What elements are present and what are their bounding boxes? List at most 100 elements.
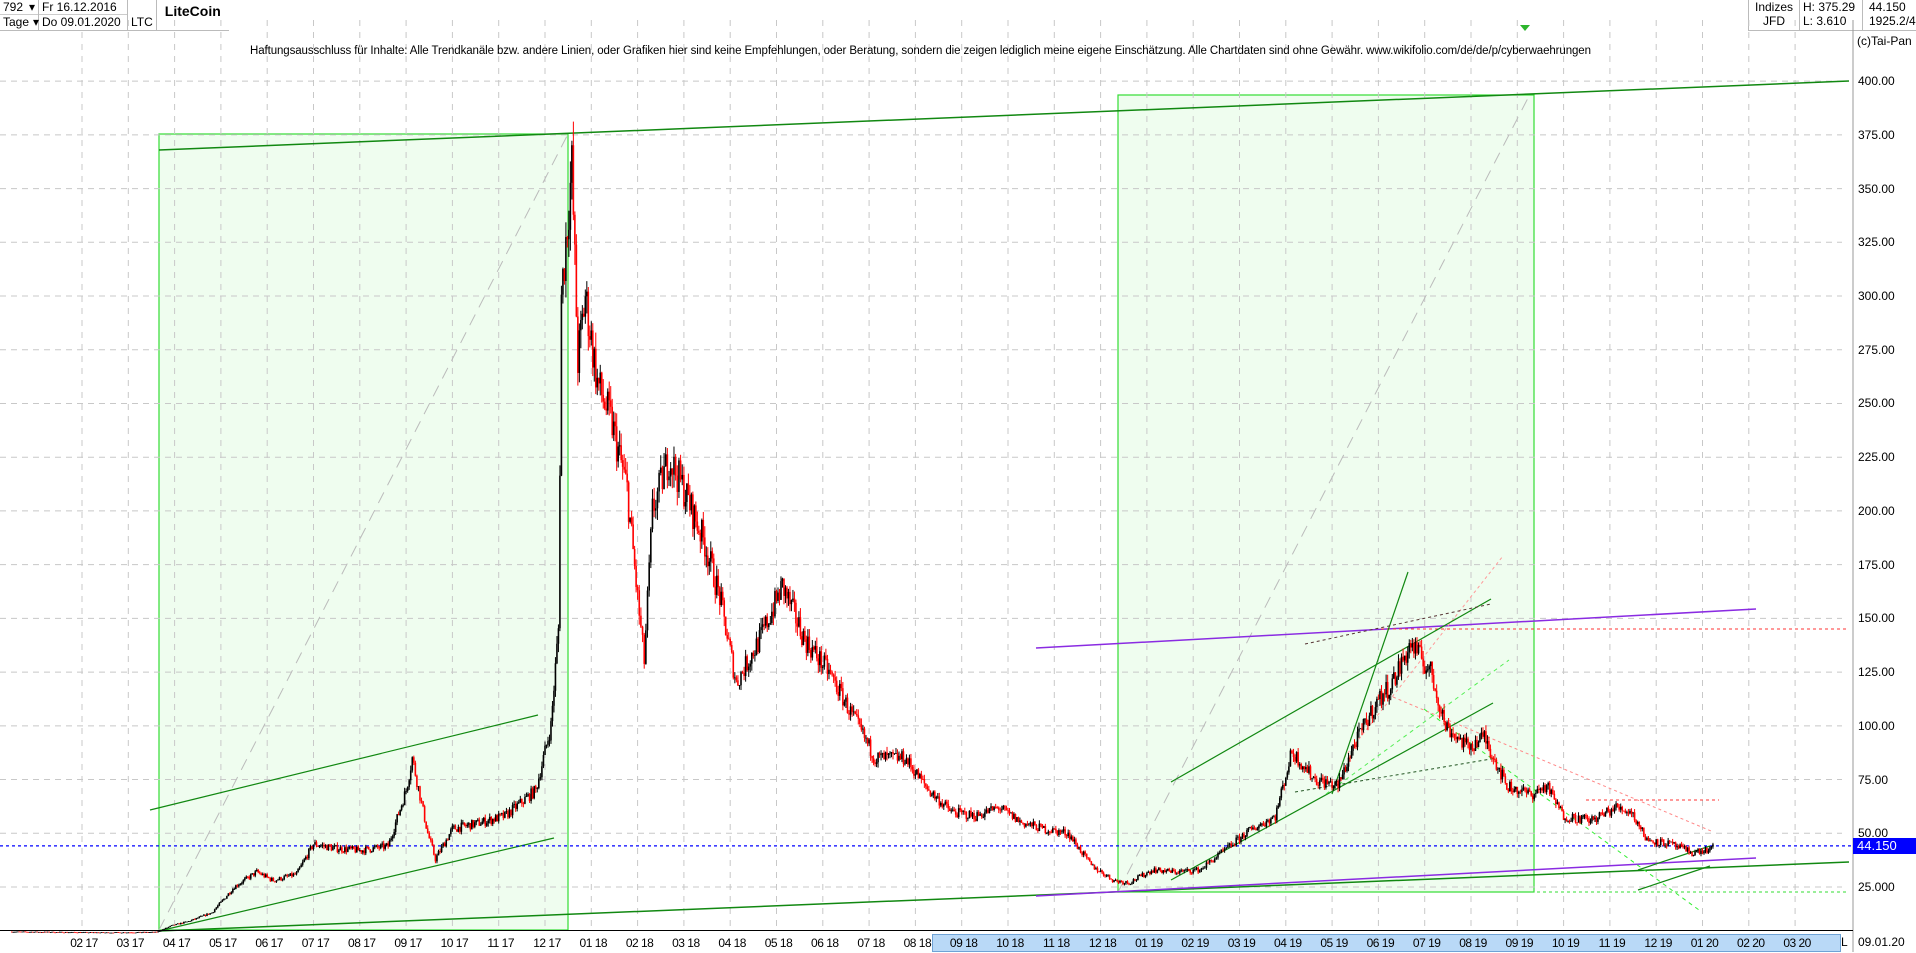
candle-body [524, 797, 526, 804]
candle-body [140, 932, 143, 934]
candle-body [1180, 870, 1183, 872]
candle-body [1692, 854, 1695, 856]
candle-body [292, 873, 295, 877]
candle-body [226, 896, 228, 899]
candle-body [783, 578, 785, 596]
candle-body [701, 519, 703, 542]
candle-body [1262, 823, 1265, 826]
candle-body [1419, 644, 1421, 647]
candle-body [845, 697, 847, 702]
candle-body [1195, 867, 1198, 870]
interval-dropdown[interactable]: Tage ▾ [0, 15, 39, 30]
candle-body [1432, 674, 1435, 689]
candle-body [871, 755, 873, 759]
candle-body [423, 806, 426, 822]
candle-body [681, 474, 684, 480]
candle-body [738, 685, 741, 687]
candle-body [865, 737, 867, 739]
candle-body [1518, 791, 1520, 794]
candle-body [1406, 652, 1409, 663]
candle-body [1043, 826, 1045, 828]
x-tick-label: 03 19 [1227, 936, 1256, 950]
scale-mode[interactable]: L [1841, 935, 1848, 949]
candle-body [923, 779, 926, 784]
candle-body [1577, 815, 1580, 823]
candle-body [752, 652, 755, 656]
candle-body [1393, 672, 1395, 679]
x-tick-label: 02 17 [70, 936, 98, 950]
candle-body [1440, 711, 1442, 714]
candle-body [1084, 851, 1086, 854]
candle-body [454, 825, 457, 830]
candle-body [1052, 828, 1054, 833]
y-tick-label: 75.00 [1858, 772, 1889, 787]
y-tick-label: 100.00 [1858, 718, 1895, 733]
candle-body [433, 845, 435, 855]
candle-body [357, 846, 360, 851]
candle-body [155, 931, 158, 933]
candle-body [1099, 870, 1102, 872]
candle-body [1208, 860, 1211, 863]
end-date[interactable]: Do 09.01.2020 [42, 15, 121, 29]
candle-body [726, 635, 729, 639]
candle-body [1600, 812, 1602, 814]
candle-body [289, 873, 292, 876]
x-tick-label: 08 17 [348, 936, 376, 950]
candle-body [1510, 781, 1513, 792]
candle-body [1579, 815, 1581, 823]
x-axis-end-date: 09.01.20 [1858, 935, 1905, 949]
start-date[interactable]: Fr 16.12.2016 [39, 0, 127, 15]
candle-body [1704, 847, 1707, 852]
candle-body [169, 925, 171, 927]
candle-body [487, 820, 490, 824]
candle-body [1551, 789, 1554, 794]
candle-body [99, 932, 101, 934]
candle-body [1542, 785, 1545, 791]
candle-body [376, 845, 379, 848]
candle-body [755, 638, 758, 656]
candle-body [656, 491, 659, 509]
candle-body [1455, 736, 1457, 740]
candle-body [1073, 839, 1076, 842]
candle-body [627, 482, 630, 522]
candle-body [1123, 883, 1126, 885]
x-tick-label: 05 18 [764, 936, 793, 950]
candle-body [1138, 875, 1141, 877]
x-tick-label: 03 18 [672, 936, 700, 950]
candle-body [493, 818, 496, 822]
candle-body [1076, 844, 1079, 849]
candle-body [711, 551, 714, 559]
candle-body [101, 932, 103, 934]
candle-body [242, 880, 245, 884]
candle-body [1056, 830, 1059, 835]
y-tick-label: 275.00 [1858, 342, 1895, 357]
last-info: 44.150 1925.2/41 [1863, 0, 1916, 30]
candle-body [1462, 737, 1465, 748]
candle-body [1061, 831, 1063, 833]
candle-body [1707, 850, 1710, 853]
candle-body [583, 313, 585, 317]
candle-body [1662, 839, 1665, 846]
x-axis[interactable]: 02 17 03 17 04 17 05 17 06 17 07 17 08 17 09 17… [0, 930, 1853, 953]
candle-body [1556, 802, 1559, 804]
candle-body [973, 813, 975, 820]
candle-body [342, 851, 345, 853]
candle-body [1647, 837, 1650, 841]
candle-body [255, 869, 258, 872]
candle-body [97, 932, 100, 934]
candle-body [456, 829, 458, 832]
candle-body [1450, 733, 1453, 737]
candle-body [363, 850, 366, 854]
candle-body [127, 932, 130, 934]
candle-body [1335, 781, 1338, 782]
candle-body [448, 834, 451, 841]
candle-body [620, 445, 622, 461]
candle-body [547, 741, 549, 745]
candle-body [1282, 785, 1284, 789]
candle-body [1078, 846, 1080, 849]
bars-count-dropdown[interactable]: 792 ▾ [0, 0, 38, 15]
candle-body [902, 751, 905, 764]
candle-body [778, 592, 781, 600]
candle-body [790, 600, 793, 605]
